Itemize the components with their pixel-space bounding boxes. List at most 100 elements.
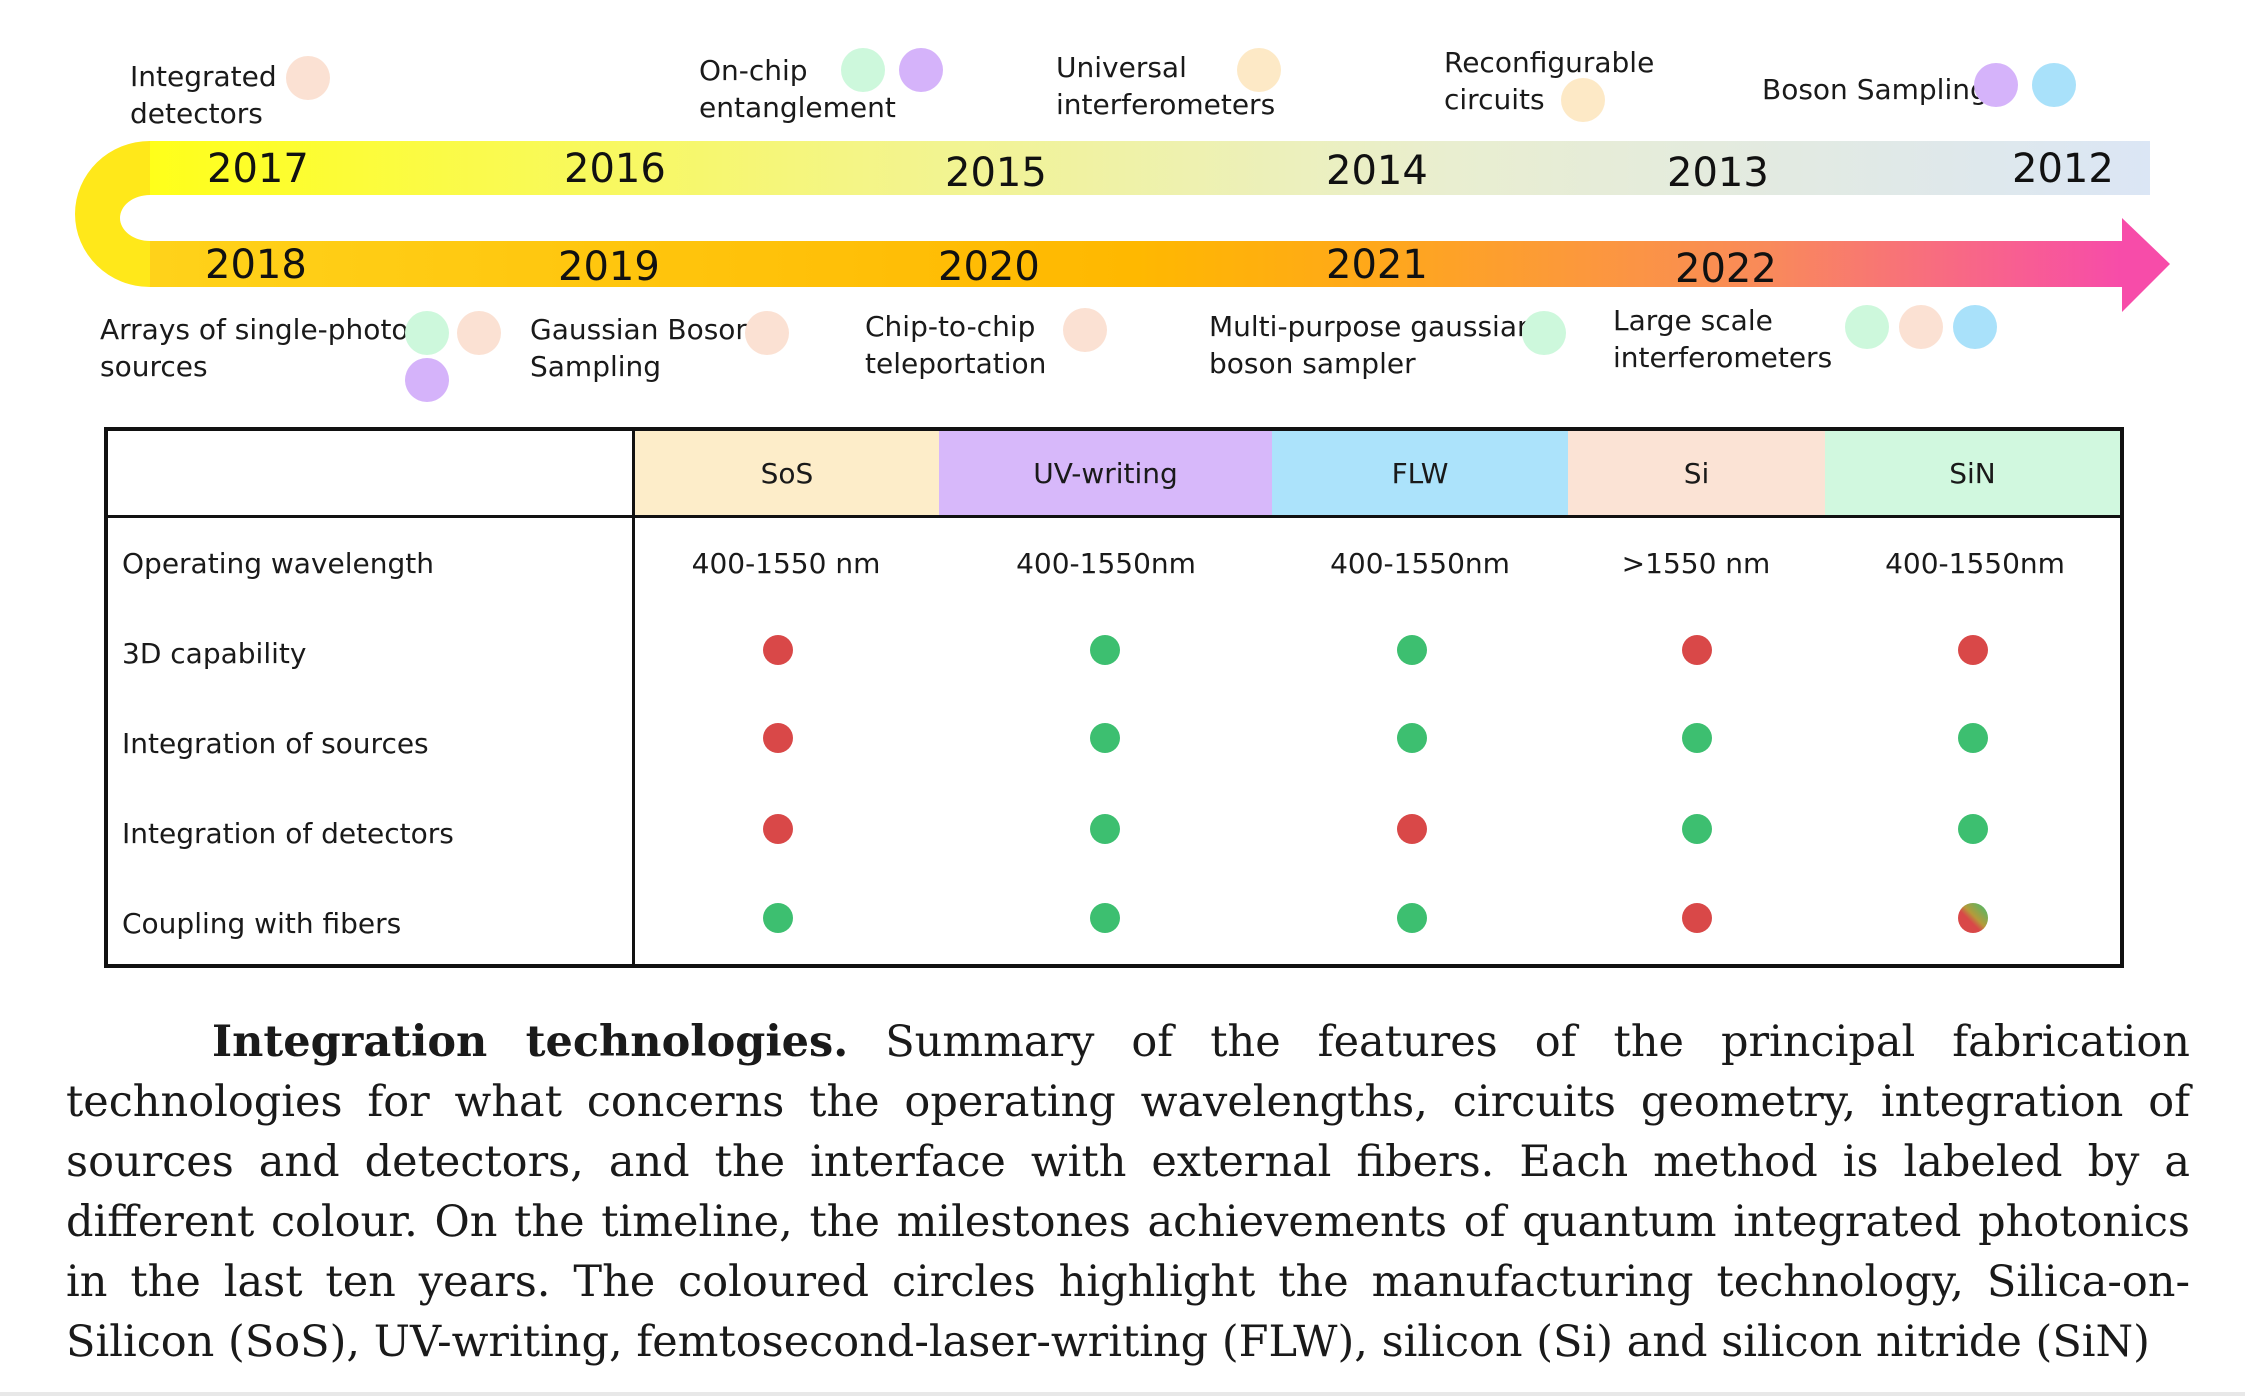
header-cell-si: Si: [1568, 431, 1825, 515]
milestone-label: Arrays of single-photon sources: [100, 311, 426, 385]
row-label: Coupling with fibers: [122, 907, 402, 940]
tech-circle-si: [457, 311, 501, 355]
header-cell-flw: FLW: [1272, 431, 1568, 515]
status-dot-no: [1682, 635, 1712, 665]
status-dot-yes: [1090, 814, 1120, 844]
milestone-line: circuits: [1444, 83, 1545, 116]
tech-circle-si: [286, 56, 330, 100]
wavelength-value: >1550 nm: [1621, 547, 1771, 580]
milestone-line: sources: [100, 350, 208, 383]
row-label: Integration of sources: [122, 727, 429, 760]
year-label: 2019: [558, 244, 660, 290]
caption-text: Summary of the features of the principal…: [66, 1017, 2190, 1367]
milestone-line: Sampling: [530, 350, 662, 383]
tech-circle-sos: [1237, 48, 1281, 92]
wavelength-value: 400-1550 nm: [691, 547, 881, 580]
year-label: 2012: [2012, 146, 2114, 192]
milestone-label: Reconfigurable circuits: [1444, 44, 1654, 118]
milestone-line: detectors: [130, 97, 263, 130]
status-dot-yes: [1397, 903, 1427, 933]
milestone-line: Large scale: [1613, 304, 1773, 337]
milestone-line: teleportation: [865, 347, 1047, 380]
timeline-arrow-head: [2122, 218, 2170, 312]
tech-circle-sin: [1522, 311, 1566, 355]
comparison-table: [104, 427, 2124, 968]
status-dot-yes: [1397, 723, 1427, 753]
figure-caption: Integration technologies. Summary of the…: [66, 1012, 2190, 1372]
milestone-label: Boson Sampling: [1762, 71, 1988, 108]
year-label: 2016: [564, 146, 666, 192]
status-dot-no: [1958, 635, 1988, 665]
table-divider-vertical: [632, 427, 635, 968]
tech-circle-uv-writing: [1974, 63, 2018, 107]
timeline-upper-band: [150, 141, 2150, 195]
milestone-line: On-chip: [699, 54, 808, 87]
milestone-line: Integrated: [130, 60, 277, 93]
year-label: 2017: [207, 146, 309, 192]
tech-circle-sos: [1561, 78, 1605, 122]
header-cell-sin: SiN: [1825, 431, 2120, 515]
status-dot-no: [763, 635, 793, 665]
tech-circle-sin: [405, 311, 449, 355]
year-label: 2013: [1667, 150, 1769, 196]
tech-circle-flw: [1953, 305, 1997, 349]
milestone-line: Reconfigurable: [1444, 46, 1655, 79]
status-dot-yes: [1090, 903, 1120, 933]
year-label: 2022: [1675, 246, 1777, 292]
milestone-label: On-chip entanglement: [699, 52, 896, 126]
status-dot-no: [763, 723, 793, 753]
year-label: 2021: [1326, 242, 1428, 288]
milestone-label: Large scale interferometers: [1613, 302, 1832, 376]
status-dot-yes: [1397, 635, 1427, 665]
milestone-label: Multi-purpose gaussian boson sampler: [1209, 308, 1535, 382]
milestone-label: Chip-to-chip teleportation: [865, 308, 1046, 382]
status-dot-no: [763, 814, 793, 844]
wavelength-value: 400-1550nm: [1330, 547, 1510, 580]
milestone-line: boson sampler: [1209, 347, 1416, 380]
caption-title: Integration technologies.: [212, 1017, 849, 1067]
year-label: 2018: [205, 242, 307, 288]
status-dot-yes: [1682, 814, 1712, 844]
milestone-line: Boson Sampling: [1762, 73, 1988, 106]
table-divider-horizontal: [104, 515, 2124, 518]
year-label: 2014: [1326, 148, 1428, 194]
year-label: 2020: [938, 244, 1040, 290]
timeline-band: [75, 141, 2170, 312]
tech-circle-uv-writing: [405, 358, 449, 402]
milestone-line: Chip-to-chip: [865, 310, 1036, 343]
tech-circle-sin: [841, 48, 885, 92]
tech-circle-si: [745, 311, 789, 355]
milestone-label: Gaussian Boson Sampling: [530, 311, 753, 385]
status-dot-yes: [763, 903, 793, 933]
row-label: Integration of detectors: [122, 817, 454, 850]
status-dot-no: [1682, 903, 1712, 933]
milestone-line: Universal: [1056, 51, 1187, 84]
status-dot-yes: [1958, 814, 1988, 844]
tech-circle-sin: [1845, 305, 1889, 349]
tech-circle-uv-writing: [899, 48, 943, 92]
tech-circle-si: [1063, 308, 1107, 352]
year-label: 2015: [945, 150, 1047, 196]
header-cell-uv-writing: UV-writing: [939, 431, 1272, 515]
tech-circle-si: [1899, 305, 1943, 349]
status-dot-partial: [1958, 903, 1988, 933]
header-cell-sos: SoS: [635, 431, 939, 515]
milestone-line: interferometers: [1613, 341, 1833, 374]
row-label: Operating wavelength: [122, 547, 434, 580]
milestone-line: Gaussian Boson: [530, 313, 754, 346]
milestone-line: Arrays of single-photon: [100, 313, 427, 346]
milestone-line: interferometers: [1056, 88, 1276, 121]
milestone-line: Multi-purpose gaussian: [1209, 310, 1535, 343]
page-bottom-rule: [0, 1392, 2245, 1396]
timeline-lower-band: [150, 241, 2122, 287]
status-dot-no: [1397, 814, 1427, 844]
status-dot-yes: [1090, 635, 1120, 665]
status-dot-yes: [1958, 723, 1988, 753]
wavelength-value: 400-1550nm: [1016, 547, 1196, 580]
timeline-uturn: [75, 141, 150, 287]
row-label: 3D capability: [122, 637, 307, 670]
status-dot-yes: [1090, 723, 1120, 753]
milestone-label: Integrated detectors: [130, 58, 277, 132]
status-dot-yes: [1682, 723, 1712, 753]
